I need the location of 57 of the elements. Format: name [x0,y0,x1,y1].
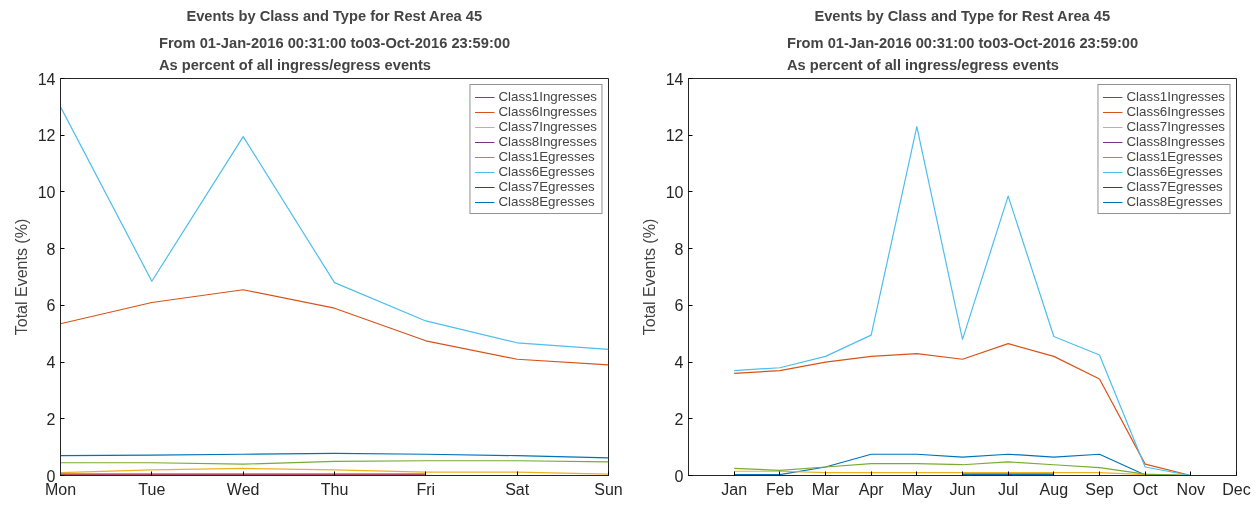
x-tick-label: Jun [949,480,976,498]
chart-title: Events by Class and Type for Rest Area 45 [186,7,483,24]
line-series [60,289,609,366]
x-tick-label: Dec [1222,480,1251,498]
y-tick-label: 6 [674,297,684,315]
x-tick-label: Aug [1039,480,1069,498]
x-tick-label: Wed [226,480,260,498]
x-tick-label: Thu [320,480,349,498]
x-tick-label: Nov [1176,480,1206,498]
x-tick-label: Apr [858,480,885,498]
y-tick-label: 2 [46,410,56,428]
legend-label: Class6Ingresses [498,104,597,119]
y-axis-title: Total Events (%) [640,218,658,336]
legend-label: Class7Egresses [1126,179,1223,194]
legend-label: Class8Ingresses [1126,134,1225,149]
legend-label: Class8Egresses [1126,194,1223,209]
x-tick-label: Oct [1132,480,1159,498]
y-tick-label: 12 [37,127,56,145]
x-tick-label: Jul [997,480,1019,498]
legend-label: Class8Egresses [498,194,595,209]
y-tick-label: 0 [674,467,684,485]
x-tick-label: May [901,480,932,498]
y-tick-label: 12 [665,127,684,145]
x-tick-label: Fri [416,480,436,498]
y-tick-label: 2 [674,410,684,428]
legend-label: Class7Ingresses [498,119,597,134]
x-tick-label: Mar [811,480,840,498]
legend-label: Class1Egresses [1126,149,1223,164]
chart-subtitle: From 01-Jan-2016 00:31:00 to03-Oct-2016 23:59:00 As percent of all ingress/egress events [786,35,1139,74]
x-tick-label: Sun [594,480,623,498]
x-tick-label: Tue [138,480,166,498]
y-tick-label: 4 [46,354,56,372]
legend-label: Class1Egresses [498,149,595,164]
y-tick-label: 6 [46,297,56,315]
line-series [60,106,609,350]
legend-label: Class7Egresses [498,179,595,194]
x-tick-label: Sat [505,480,530,498]
y-tick-label: 14 [37,70,56,88]
y-tick-label: 8 [46,240,56,258]
legend-label: Class6Egresses [1126,164,1223,179]
y-axis-title: Total Events (%) [12,218,30,336]
x-tick-label: Feb [766,480,794,498]
legend-label: Class6Ingresses [1126,104,1225,119]
legend-label: Class8Ingresses [498,134,597,149]
y-tick-label: 14 [665,70,684,88]
y-tick-label: 8 [674,240,684,258]
x-tick-label: Sep [1085,480,1114,498]
x-tick-label: Jan [721,480,748,498]
legend-label: Class1Ingresses [1126,89,1225,104]
legend-label: Class7Ingresses [1126,119,1225,134]
y-tick-label: 10 [37,183,56,201]
legend-label: Class6Egresses [498,164,595,179]
chart-title: Events by Class and Type for Rest Area 45 [814,7,1111,24]
chart-subtitle: From 01-Jan-2016 00:31:00 to03-Oct-2016 23:59:00 As percent of all ingress/egress events [158,35,511,74]
legend-label: Class1Ingresses [498,89,597,104]
y-tick-label: 10 [665,183,684,201]
y-tick-label: 4 [674,354,684,372]
